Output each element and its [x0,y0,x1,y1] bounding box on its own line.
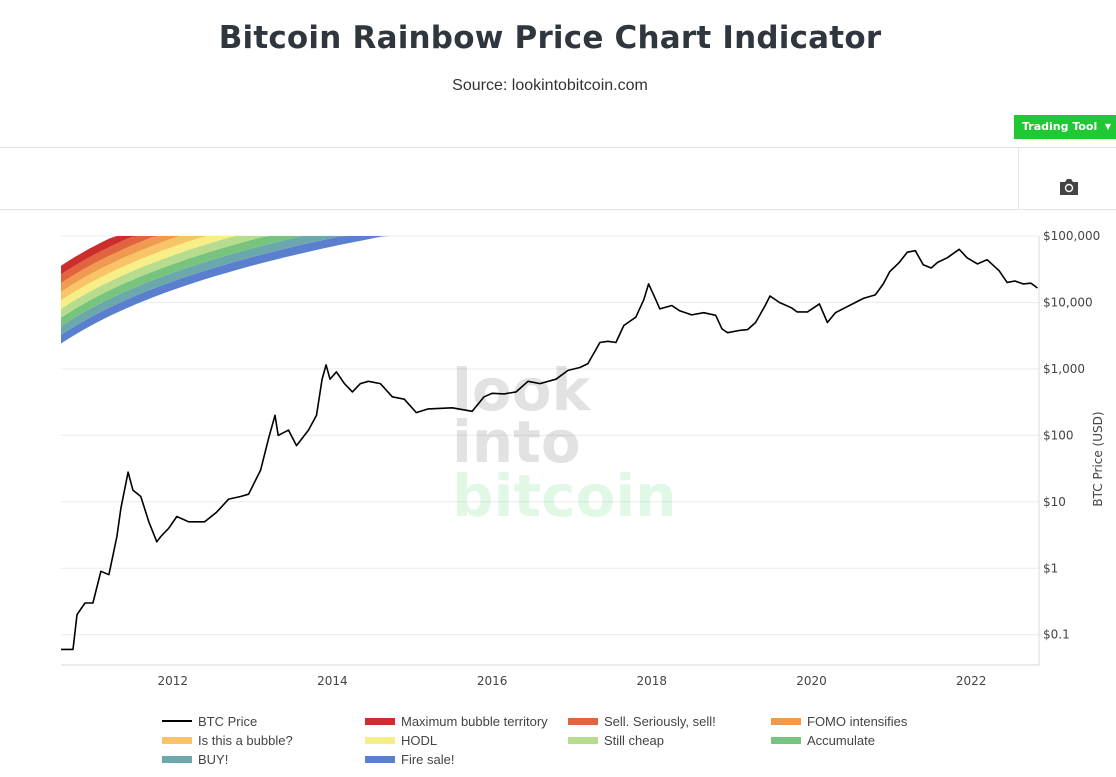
trading-tool-dropdown[interactable]: Trading Tool ▼ [1014,115,1116,139]
y-tick-label: $100,000 [1043,229,1100,243]
btc-price-line [61,248,1038,651]
x-tick-label: 2016 [477,674,508,688]
legend-label: Still cheap [604,732,664,748]
legend-label: BUY! [198,751,229,767]
y-tick-label: $1 [1043,561,1058,575]
legend-label: Accumulate [807,732,875,748]
legend-item[interactable]: HODL [365,731,437,749]
legend-line-swatch [162,720,192,722]
toolbar-divider [1018,148,1019,210]
legend-band-swatch [162,755,192,763]
x-axis-ticks: 2012 2014 2016 2018 2020 2022 [157,674,986,688]
page-subtitle: Source: lookintobitcoin.com [452,77,648,94]
legend-band-swatch [162,736,192,744]
page-title: Bitcoin Rainbow Price Chart Indicator [218,20,882,56]
camera-icon[interactable] [1058,177,1080,197]
legend-item[interactable]: Still cheap [568,731,664,749]
legend-label: Maximum bubble territory [401,713,548,729]
legend-band-swatch [568,717,598,725]
legend-band-swatch [771,717,801,725]
y-tick-label: $100 [1043,428,1074,442]
chart-toolbar [0,147,1116,210]
y-axis-label: BTC Price (USD) [1091,411,1105,506]
x-tick-label: 2022 [956,674,987,688]
legend-band-swatch [365,736,395,744]
rainbow-chart[interactable]: look into bitcoin 2012 2014 2016 2018 2020 20… [0,210,1116,700]
legend-label: Is this a bubble? [198,732,293,748]
x-tick-label: 2012 [157,674,188,688]
btc-price-line-layer [61,248,1038,651]
band-fomo-intensifies [61,236,1039,292]
legend-item[interactable]: Maximum bubble territory [365,712,548,730]
grid-lines [61,235,1039,636]
legend-item[interactable]: Fire sale! [365,750,454,768]
legend-band-swatch [568,736,598,744]
y-tick-label: $10 [1043,495,1066,509]
chart-legend: BTC Price Maximum bubble territory Sell. S… [162,712,1042,772]
x-tick-label: 2018 [637,674,668,688]
legend-band-swatch [365,755,395,763]
watermark-bitcoin: bitcoin [452,462,677,530]
legend-label: FOMO intensifies [807,713,908,729]
trading-tool-label: Trading Tool [1022,120,1098,133]
legend-item[interactable]: FOMO intensifies [771,712,907,730]
caret-down-icon: ▼ [1104,122,1111,131]
legend-label: Sell. Seriously, sell! [604,713,716,729]
watermark: look into bitcoin [452,356,677,530]
x-tick-label: 2020 [796,674,827,688]
x-tick-label: 2014 [317,674,348,688]
legend-band-swatch [365,717,395,725]
legend-item[interactable]: BUY! [162,750,228,768]
y-tick-label: $1,000 [1043,362,1085,376]
legend-item[interactable]: Accumulate [771,731,875,749]
watermark-into: into [452,408,581,476]
y-axis-ticks: $100,000 $10,000 $1,000 $100 $10 $1 $0.1 [1043,229,1100,642]
legend-item[interactable]: BTC Price [162,712,257,730]
watermark-look: look [452,356,592,424]
rainbow-bands [61,236,1039,344]
y-tick-label: $10,000 [1043,295,1093,309]
legend-label: BTC Price [198,713,258,729]
legend-item[interactable]: Is this a bubble? [162,731,293,749]
legend-label: Fire sale! [401,751,455,767]
legend-band-swatch [771,736,801,744]
legend-item[interactable]: Sell. Seriously, sell! [568,712,716,730]
legend-label: HODL [401,732,438,748]
y-tick-label: $0.1 [1043,628,1070,642]
